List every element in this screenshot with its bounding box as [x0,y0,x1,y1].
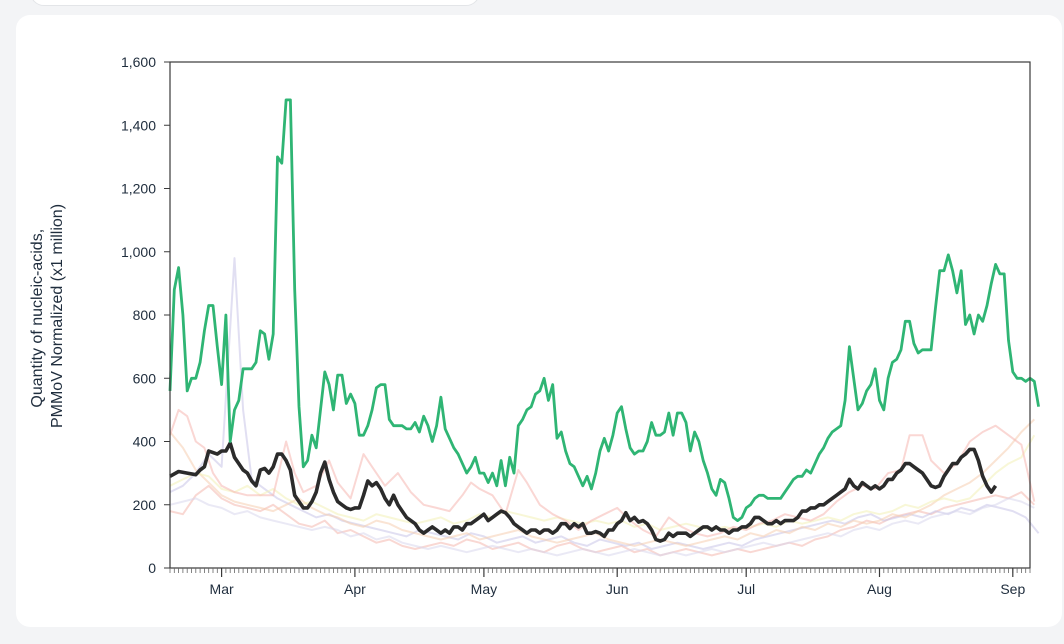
background-series-line [169,408,1036,538]
background-series-line [169,497,1035,557]
median-series-line [169,441,998,543]
x-tick-label: Apr [344,581,366,597]
y-tick-label: 0 [148,560,156,576]
x-tick-label: Jul [737,581,755,597]
y-axis-title: Quantity of nucleic-acids, PMMoV Normali… [29,204,66,428]
plot-frame [169,61,1031,569]
y-axis-title-line-2: PMMoV Normalized (x1 million) [49,204,66,428]
x-tick-label: Aug [867,581,892,597]
background-series-group [169,257,1040,557]
y-tick-label: 200 [133,497,157,513]
x-axis: Mar Apr May Jun Jul Aug Sep [210,568,1025,597]
y-tick-label: 1,400 [121,117,156,133]
y-tick-label: 1,200 [121,181,156,197]
x-tick-label: Mar [210,581,234,597]
x-tick-label: Jun [606,581,629,597]
y-tick-label: 400 [133,434,157,450]
y-axis-title-line-1: Quantity of nucleic-acids, [29,229,46,408]
x-minor-ticks [169,568,1031,573]
y-axis: 0 200 400 600 800 1,000 1,200 1,400 1,600 [121,54,170,576]
foreground-series-group [168,98,1040,543]
background-series-line [169,257,1040,550]
background-series-line [169,434,1036,531]
highlight-series-line [168,98,1040,522]
y-tick-label: 1,000 [121,244,156,260]
x-tick-label: May [471,581,497,597]
y-tick-label: 600 [133,370,157,386]
y-tick-label: 800 [133,307,157,323]
x-tick-label: Sep [1000,581,1025,597]
y-tick-label: 1,600 [121,54,156,70]
